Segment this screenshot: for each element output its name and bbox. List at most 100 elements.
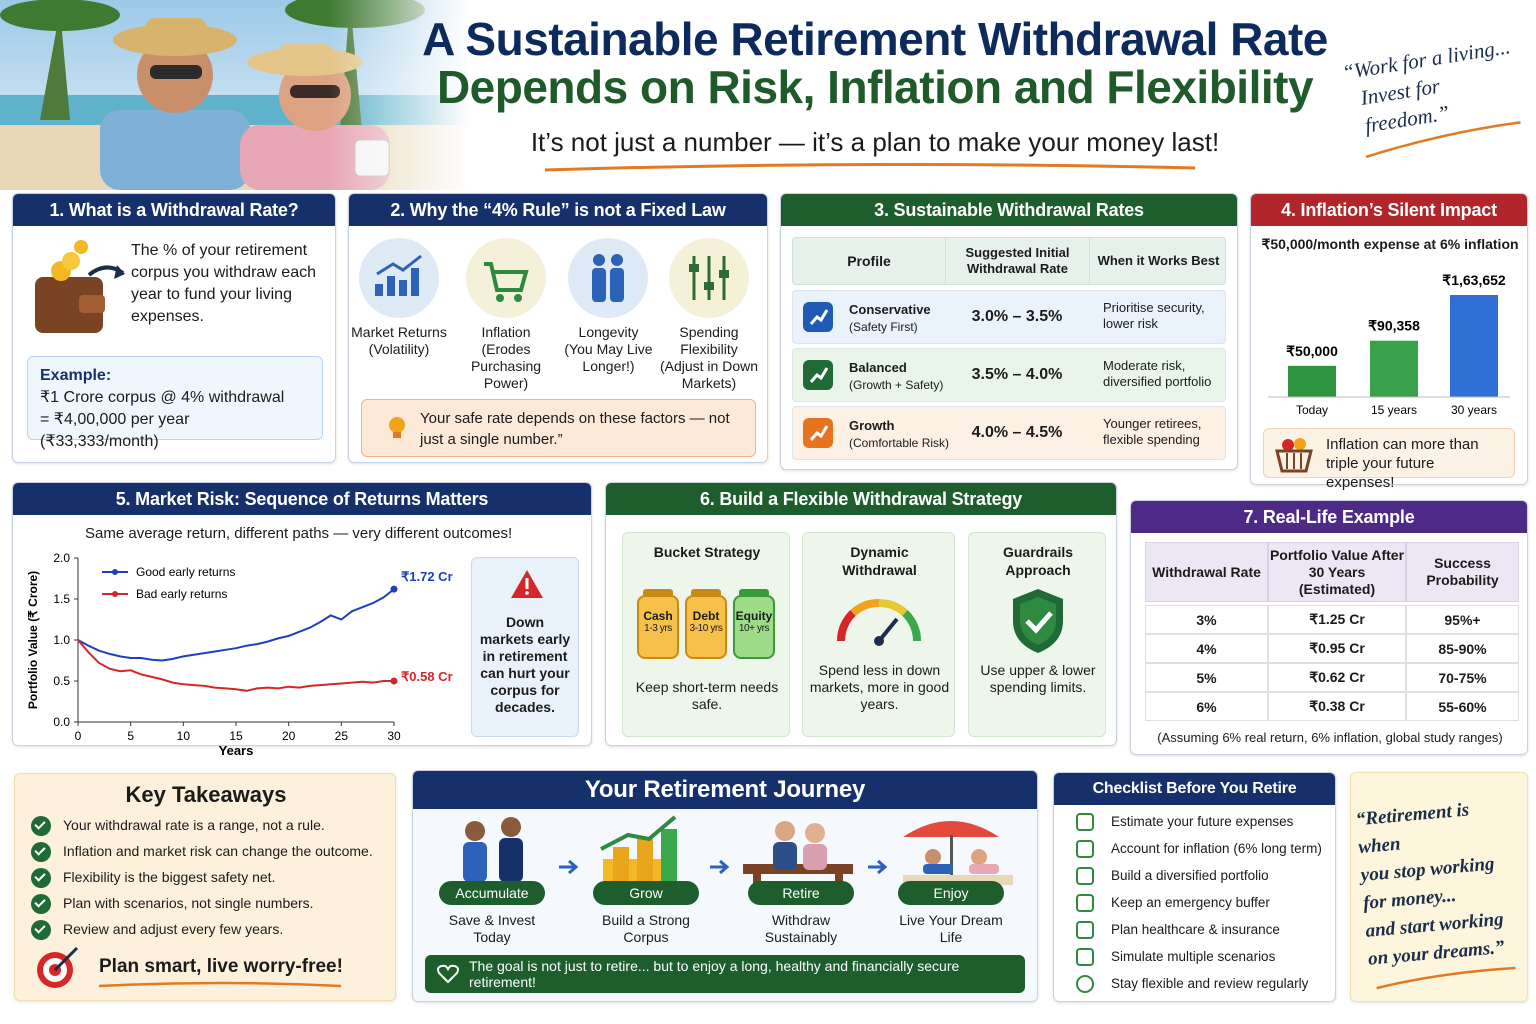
- stage-tag: Enjoy: [898, 881, 1004, 905]
- factor: Inflation (Erodes Purchasing Power): [451, 324, 561, 392]
- table-header: Profile Suggested Initial Withdrawal Rat…: [792, 237, 1226, 285]
- panel-heading: 5. Market Risk: Sequence of Returns Matt…: [13, 483, 591, 515]
- checklist-icon: [1076, 894, 1094, 912]
- profile-name: Balanced: [849, 360, 907, 375]
- checklist-item: Build a diversified portfolio: [1111, 868, 1269, 883]
- path: [1025, 611, 1053, 634]
- circle: [525, 591, 529, 595]
- path: [903, 821, 999, 837]
- table-cell: 95%+: [1406, 605, 1519, 634]
- factor-title: Inflation: [481, 324, 531, 340]
- path: [710, 859, 730, 875]
- header-photo: [0, 0, 470, 190]
- path: [850, 598, 880, 617]
- jar-term: 3-10 yrs: [689, 623, 723, 634]
- jar-term: 10+ yrs: [738, 623, 770, 634]
- table-cell: 85-90%: [1406, 634, 1519, 663]
- checklist-icon: [1076, 867, 1094, 885]
- jar: Cash 1-3 yrs: [637, 589, 679, 659]
- panel-journey: Your Retirement Journey The goal is not …: [412, 770, 1038, 1002]
- profile-detail: (Growth + Safety): [849, 378, 944, 392]
- jar-term: 1-3 yrs: [644, 623, 672, 634]
- rect: [525, 578, 529, 589]
- check-icon: [31, 920, 51, 940]
- panel-real-life: 7. Real-Life Example (Assuming 6% real r…: [1130, 500, 1528, 755]
- panel-what-is: 1. What is a Withdrawal Rate? The % of y…: [12, 193, 336, 463]
- rect: [79, 295, 105, 313]
- target-icon: [37, 946, 79, 988]
- basket-icon: [1275, 438, 1313, 473]
- table-row: Conservative (Safety First) 3.0% – 3.5% Pri…: [792, 290, 1226, 344]
- rect: [610, 268, 624, 302]
- panel-heading: 3. Sustainable Withdrawal Rates: [781, 194, 1237, 226]
- column-header: When it Works Best: [1089, 238, 1227, 284]
- example-label: Example:: [40, 367, 112, 384]
- circle: [501, 817, 521, 837]
- card-title: Bucket Strategy: [653, 544, 761, 560]
- stage-text: Live Your Dream Life: [899, 912, 1003, 945]
- circle: [593, 254, 605, 266]
- subtitle-underline: [544, 162, 1196, 172]
- jar-name: Debt: [692, 609, 720, 623]
- column-header: Suggested Initial Withdrawal Rate: [945, 238, 1089, 284]
- card-title: Dynamic Withdrawal: [842, 544, 917, 578]
- row-icon: [801, 358, 835, 392]
- row-icon-graphic: [803, 418, 833, 448]
- stage-text: Save & Invest Today: [448, 912, 536, 945]
- jar: Debt 3-10 yrs: [685, 589, 727, 659]
- side-box: Down markets early in retirement can hur…: [471, 557, 579, 737]
- path: [1286, 453, 1302, 469]
- rect: [613, 847, 629, 883]
- panel-checklist: Checklist Before You Retire Estimate you…: [1053, 772, 1336, 1002]
- subtitle: It’s not just a number — it’s a plan to …: [530, 127, 1220, 157]
- checklist-item: Stay flexible and review regularly: [1111, 976, 1309, 991]
- journey-heading: Your Retirement Journey: [413, 771, 1037, 809]
- card-text: Keep short-term needs safe.: [635, 679, 779, 712]
- check-mark: [34, 896, 46, 908]
- circle: [496, 294, 504, 302]
- table-cell: 55-60%: [1406, 692, 1519, 721]
- bulb-icon: [389, 417, 405, 438]
- checklist-item: Estimate your future expenses: [1111, 814, 1294, 829]
- path: [544, 162, 1196, 172]
- panel-rates: 3. Sustainable Withdrawal Rates Profile …: [780, 193, 1238, 470]
- path: [836, 610, 856, 642]
- note: Inflation can more than triple your futu…: [1326, 436, 1479, 491]
- checklist-icon: [1076, 921, 1094, 939]
- factor-title: Market Returns: [351, 324, 447, 340]
- factor: Spending Flexibility (Adjust in Down Mark…: [659, 324, 759, 392]
- card-title: Guardrails Approach: [1002, 544, 1074, 578]
- rect: [499, 838, 523, 882]
- best-for: Prioritise security, lower risk: [1103, 300, 1205, 331]
- card-text: Use upper & lower spending limits.: [980, 662, 1096, 695]
- rect: [592, 268, 606, 302]
- table-cell: 6%: [1145, 692, 1268, 721]
- checklist-item: Keep an emergency buffer: [1111, 895, 1270, 910]
- wallet-icon: [35, 240, 125, 333]
- table-row: Balanced (Growth + Safety) 3.5% – 4.0% Mode…: [792, 348, 1226, 402]
- quote-underline: [1365, 121, 1521, 159]
- checklist-heading: Checklist Before You Retire: [1054, 773, 1335, 805]
- note: Your safe rate depends on these factors …: [420, 410, 730, 448]
- takeaway-item: Your withdrawal rate is a range, not a r…: [63, 817, 325, 833]
- check-mark: [34, 818, 46, 830]
- factor-icons: [359, 238, 749, 318]
- panel-inflation: 4. Inflation’s Silent Impact ₹50,000/mon…: [1250, 193, 1528, 491]
- row-icon-graphic: [803, 360, 833, 390]
- jar-lid: [643, 589, 673, 597]
- stage-tag: Grow: [593, 881, 699, 905]
- jar: Equity 10+ yrs: [733, 589, 775, 659]
- panel-heading: 6. Build a Flexible Withdrawal Strategy: [606, 483, 1116, 515]
- card-text: Spend less in down markets, more in good…: [809, 662, 950, 712]
- example-box: Example: ₹1 Crore corpus @ 4% withdrawal…: [27, 356, 323, 450]
- icon-glyph: [809, 309, 829, 325]
- takeaway-item: Flexibility is the biggest safety net.: [63, 869, 276, 885]
- circle: [514, 294, 522, 302]
- table-cell: 4%: [1145, 634, 1268, 663]
- table-row: Growth (Comfortable Risk) 4.0% – 4.5% Young…: [792, 406, 1226, 460]
- circle: [775, 821, 795, 841]
- footer-text: The goal is not just to retire... but to…: [469, 958, 960, 990]
- stage-text: Withdraw Sustainably: [764, 912, 838, 945]
